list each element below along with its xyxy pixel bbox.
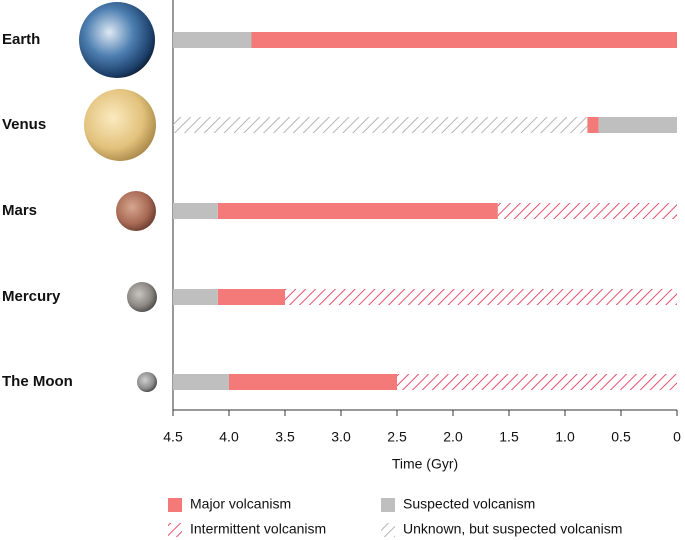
category-label: Mars [2, 202, 37, 219]
category-label: The Moon [2, 373, 73, 390]
interval-bar [217, 289, 285, 305]
x-tick-label: 4.0 [219, 429, 239, 445]
x-tick-label: 3.5 [275, 429, 295, 445]
mercury-image [127, 282, 157, 312]
interval-bar [397, 374, 677, 390]
x-tick-label: 2.5 [387, 429, 407, 445]
interval-bar [285, 289, 677, 305]
legend-label: Unknown, but suspected volcanism [403, 521, 622, 537]
mars-image [116, 191, 156, 231]
moon-image [137, 372, 157, 392]
legend-label: Major volcanism [190, 496, 291, 512]
interval-bar [173, 289, 218, 305]
legend-swatch [381, 523, 395, 537]
legend-swatch [168, 498, 182, 512]
x-tick-label: 0 [673, 429, 681, 445]
interval-bar [217, 203, 498, 219]
category-label: Mercury [2, 288, 61, 305]
x-tick-label: 1.0 [555, 429, 575, 445]
x-axis-title: Time (Gyr) [392, 456, 458, 472]
category-label: Earth [2, 31, 40, 48]
x-tick-label: 0.5 [611, 429, 631, 445]
earth-image [79, 2, 155, 78]
interval-bar [229, 374, 397, 390]
interval-bar [173, 32, 677, 48]
interval-bar [173, 374, 229, 390]
interval-bar [173, 32, 252, 48]
x-tick-label: 3.0 [331, 429, 351, 445]
venus-image [84, 89, 156, 161]
interval-bar [587, 117, 599, 133]
interval-bar [173, 203, 218, 219]
legend-swatch [381, 498, 395, 512]
category-label: Venus [2, 116, 46, 133]
x-tick-label: 4.5 [163, 429, 183, 445]
legend-label: Suspected volcanism [403, 496, 535, 512]
interval-bar [173, 117, 588, 133]
x-tick-label: 1.5 [499, 429, 519, 445]
x-tick-label: 2.0 [443, 429, 463, 445]
legend-label: Intermittent volcanism [190, 521, 326, 537]
legend-swatch [168, 523, 182, 537]
interval-bar [497, 203, 677, 219]
interval-bar [598, 117, 677, 133]
